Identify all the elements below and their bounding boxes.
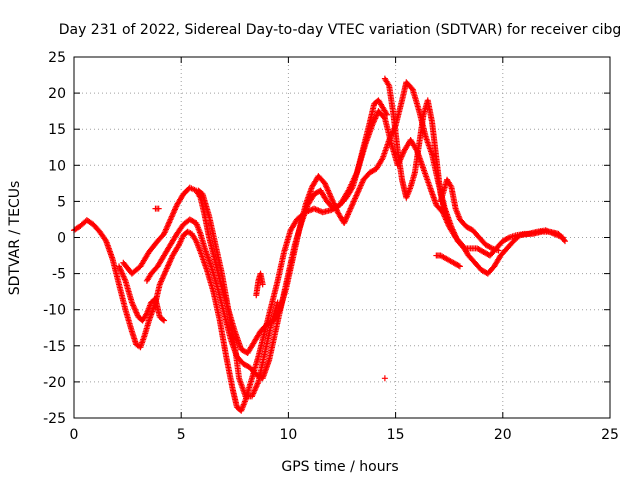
data-point	[504, 235, 511, 242]
series-track-b	[116, 263, 168, 324]
series-track-h	[381, 75, 448, 216]
y-tick-label: -15	[43, 339, 66, 355]
x-axis-label: GPS time / hours	[281, 459, 398, 475]
data-point	[559, 234, 566, 241]
data-point	[384, 111, 391, 118]
data-points	[71, 75, 568, 414]
x-tick-label: 0	[70, 427, 79, 443]
y-tick-label: 5	[57, 194, 66, 210]
y-tick-label: 15	[48, 122, 66, 138]
data-point	[274, 299, 281, 306]
x-tick-label: 20	[494, 427, 512, 443]
series-track-e	[195, 187, 281, 400]
data-point	[515, 233, 522, 240]
y-tick-label: -5	[52, 267, 66, 283]
data-point	[561, 238, 568, 245]
x-tick-label: 25	[601, 427, 619, 443]
data-point	[259, 281, 266, 288]
y-tick-label: 0	[57, 231, 66, 247]
series-track-g	[152, 205, 162, 212]
series-track-j	[433, 252, 463, 270]
x-tick-label: 5	[177, 427, 186, 443]
axis-ticks: 0 5 10 15 20 25 -25 -20 -15 -10 -5 0 5 10 15 20 25	[43, 50, 619, 443]
data-point	[455, 262, 462, 269]
data-point	[378, 156, 385, 163]
data-point	[159, 316, 166, 323]
data-point	[441, 209, 448, 216]
series-track-i	[437, 176, 502, 254]
y-tick-label: -25	[43, 411, 66, 427]
y-tick-label: 10	[48, 158, 66, 174]
data-point	[381, 375, 388, 382]
data-point	[348, 185, 355, 192]
data-point	[155, 205, 162, 212]
y-tick-label: -10	[43, 303, 66, 319]
x-tick-label: 10	[279, 427, 297, 443]
y-tick-label: 20	[48, 86, 66, 102]
x-tick-label: 15	[387, 427, 405, 443]
y-axis-label: SDTVAR / TECUs	[7, 181, 23, 296]
chart-title: Day 231 of 2022, Sidereal Day-to-day VTE…	[59, 22, 622, 38]
series-track-d	[143, 108, 566, 382]
data-point	[161, 317, 168, 324]
data-point	[456, 263, 463, 270]
data-point	[487, 244, 494, 251]
data-point	[495, 247, 502, 254]
y-tick-label: 25	[48, 50, 66, 66]
series-outlier	[381, 375, 388, 382]
series-track-f	[253, 270, 266, 299]
y-tick-label: -20	[43, 375, 66, 391]
